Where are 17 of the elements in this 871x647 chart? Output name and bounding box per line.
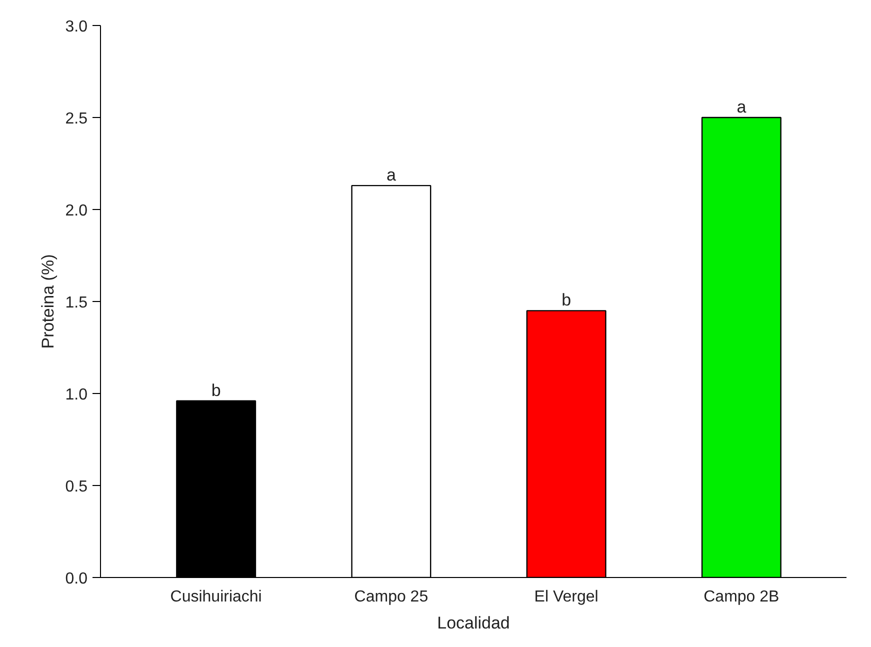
y-tick-label: 2.0 bbox=[65, 202, 88, 220]
annotation: b bbox=[562, 290, 572, 310]
y-tick-label: 0.0 bbox=[65, 570, 88, 588]
x-axis-title: Localidad bbox=[437, 614, 510, 632]
x-tick-label: Cusihuiriachi bbox=[170, 588, 262, 606]
y-tick-label: 0.5 bbox=[65, 478, 88, 496]
y-tick-label: 1.5 bbox=[65, 294, 88, 312]
y-axis-title: Proteina (%) bbox=[38, 254, 58, 349]
annotation: a bbox=[736, 98, 747, 116]
y-tick-label: 1.0 bbox=[65, 386, 88, 404]
x-tick-label: Campo 25 bbox=[354, 588, 428, 606]
y-tick-label: 2.5 bbox=[65, 110, 88, 128]
annotation: b bbox=[211, 380, 221, 400]
y-tick-label: 3.0 bbox=[65, 18, 88, 36]
x-tick-label: El Vergel bbox=[534, 588, 598, 606]
annotation: a bbox=[386, 166, 396, 185]
x-tick-label: Campo 2B bbox=[704, 588, 780, 606]
